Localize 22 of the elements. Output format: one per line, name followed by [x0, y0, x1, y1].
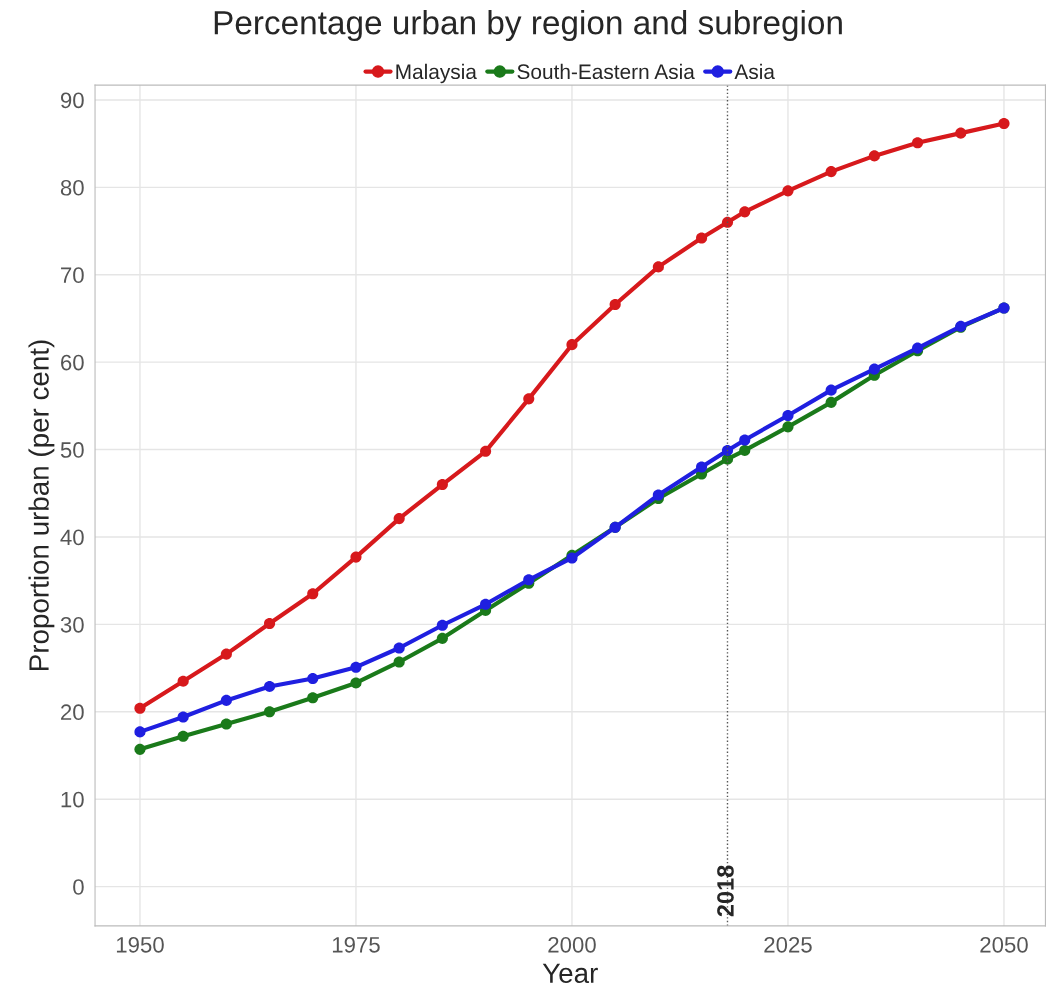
- y-tick-label: 60: [61, 354, 84, 371]
- legend-label: Malaysia: [396, 63, 477, 84]
- x-tick-label: 1975: [332, 936, 380, 953]
- y-tick-label: 30: [60, 616, 84, 633]
- y-tick-label: 10: [61, 791, 84, 808]
- y-tick-label: 90: [60, 92, 84, 109]
- legend-label: Asia: [734, 63, 775, 80]
- y-tick-label: 50: [60, 442, 84, 458]
- x-tick-label: 2000: [548, 936, 596, 953]
- y-tick-label: 20: [61, 704, 84, 721]
- y-tick-label: 70: [61, 267, 84, 284]
- ref-line-label: 2018: [717, 865, 734, 917]
- x-tick-label: 1950: [116, 936, 164, 953]
- y-tick-label: 80: [60, 179, 84, 196]
- x-tick-label: 2025: [764, 936, 812, 953]
- x-tick-label: 2050: [980, 936, 1028, 953]
- x-axis-title: Year: [542, 963, 598, 984]
- chart-title: Percentage urban by region and subregion: [214, 10, 842, 42]
- y-axis-title: Proportion urban (per cent): [28, 340, 55, 670]
- legend-label: South-Eastern Asia: [517, 63, 695, 80]
- y-tick-label: 0: [73, 879, 84, 895]
- y-tick-label: 40: [60, 529, 84, 546]
